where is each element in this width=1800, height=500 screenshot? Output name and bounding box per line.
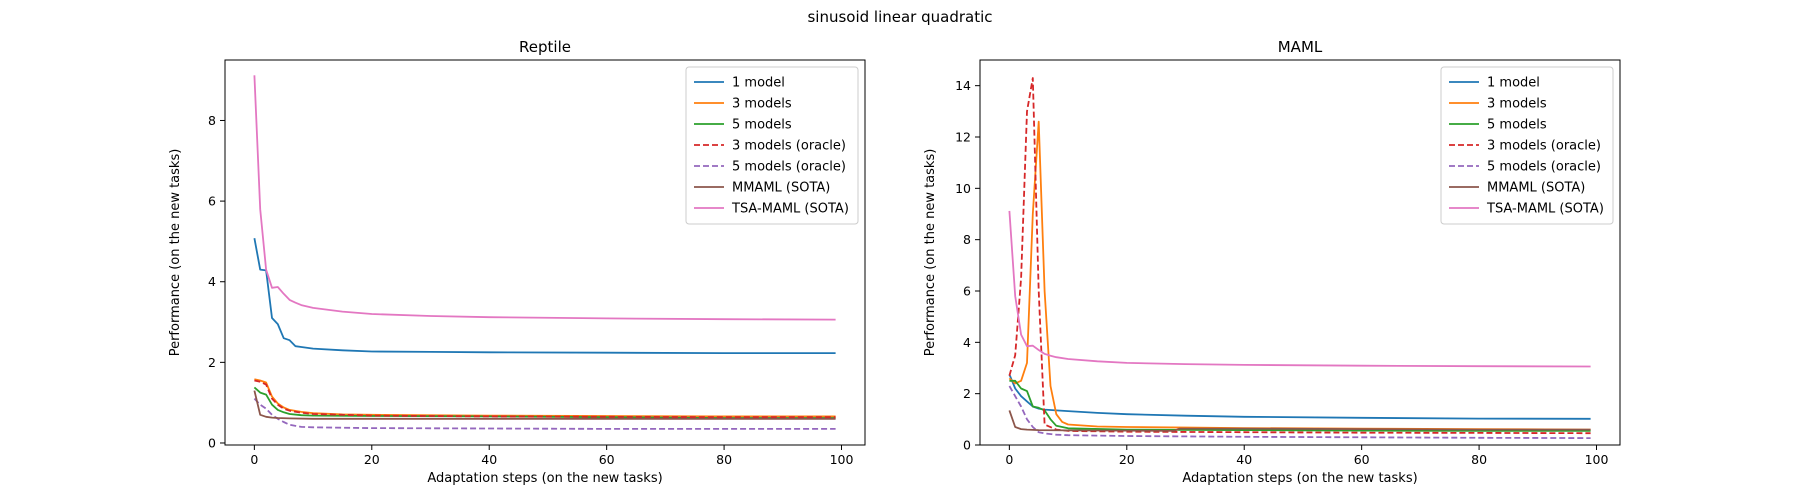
chart-reptile: Reptile 0 20 40 60 80 100 0 2 4 6 8 Adaptation steps… [168, 38, 866, 486]
axes-frame [224, 59, 866, 446]
y-tick-label: 2 [208, 355, 216, 370]
series-line-5-models-oracle [253, 397, 836, 430]
y-tick-label: 14 [955, 78, 971, 93]
y-tick-label: 0 [208, 435, 216, 450]
legend-label: 3 models (oracle) [1487, 139, 1601, 154]
series-line-mmaml-sota [253, 390, 836, 420]
x-tick-label: 60 [599, 452, 615, 467]
y-axis-label: Performance (on the new tasks) [168, 149, 183, 357]
legend-box [685, 66, 859, 225]
series-line-1-model [1008, 374, 1591, 420]
series-lines [253, 75, 836, 430]
legend: 1 model 3 models 5 models 3 models (oracle)… [685, 66, 859, 225]
series-line-5-models [1009, 379, 1591, 432]
x-tick-label: 20 [1119, 452, 1135, 467]
y-tick-label: 10 [955, 181, 971, 196]
x-tick-label: 40 [1236, 452, 1252, 467]
legend-label: 1 model [1487, 76, 1540, 91]
x-tick-label: 20 [364, 452, 380, 467]
legend-label: 5 models (oracle) [1487, 160, 1601, 175]
x-tick-label: 80 [716, 452, 732, 467]
figure-suptitle: sinusoid linear quadratic [807, 8, 992, 26]
legend-label: MMAML (SOTA) [1487, 181, 1585, 196]
x-tick-label: 40 [481, 452, 497, 467]
y-tick-label: 4 [963, 335, 971, 350]
y-tick-label: 4 [208, 274, 216, 289]
series-line-3-models [254, 378, 836, 418]
axes-frame [979, 59, 1621, 446]
chart-maml: MAML 0 20 40 60 80 100 0 2 4 6 8 10 12 14 Adaptation st… [923, 38, 1621, 486]
x-tick-label: 100 [1585, 452, 1609, 467]
legend: 1 model 3 models 5 models 3 models (oracle)… [1440, 66, 1614, 225]
x-axis-label: Adaptation steps (on the new tasks) [427, 471, 662, 486]
series-line-tsa-maml-sota [1008, 210, 1591, 368]
y-tick-label: 6 [963, 284, 971, 299]
y-axis-label: Performance (on the new tasks) [923, 149, 938, 357]
legend-label: 3 models [732, 97, 792, 112]
y-tick-label: 12 [955, 130, 971, 145]
series-line-1-model [253, 238, 836, 354]
x-tick-label: 0 [1005, 452, 1013, 467]
series-lines [1008, 77, 1591, 439]
series-line-5-models-oracle [1008, 385, 1591, 439]
chart-title: Reptile [519, 38, 571, 56]
y-tick-label: 0 [963, 438, 971, 453]
legend-label: 5 models [1487, 118, 1547, 133]
series-line-3-models-oracle [1008, 77, 1591, 435]
legend-label: TSA-MAML (SOTA) [1486, 202, 1604, 217]
legend-label: 3 models (oracle) [732, 139, 846, 154]
y-tick-label: 8 [208, 113, 216, 128]
x-tick-label: 0 [250, 452, 258, 467]
x-axis-label: Adaptation steps (on the new tasks) [1182, 471, 1417, 486]
x-tick-label: 60 [1354, 452, 1370, 467]
legend-label: 3 models [1487, 97, 1547, 112]
legend-box [1440, 66, 1614, 225]
y-tick-label: 6 [208, 194, 216, 209]
legend-label: 5 models [732, 118, 792, 133]
series-line-mmaml-sota [1008, 410, 1591, 432]
legend-label: MMAML (SOTA) [732, 181, 830, 196]
series-line-tsa-maml-sota [253, 75, 836, 321]
legend-label: TSA-MAML (SOTA) [731, 202, 849, 217]
series-line-5-models [253, 386, 836, 419]
legend-label: 1 model [732, 76, 785, 91]
legend-label: 5 models (oracle) [732, 160, 846, 175]
x-tick-label: 100 [830, 452, 854, 467]
series-line-3-models-oracle [254, 379, 836, 419]
x-tick-label: 80 [1471, 452, 1487, 467]
chart-title: MAML [1278, 38, 1323, 56]
y-tick-label: 8 [963, 232, 971, 247]
y-tick-label: 2 [963, 386, 971, 401]
